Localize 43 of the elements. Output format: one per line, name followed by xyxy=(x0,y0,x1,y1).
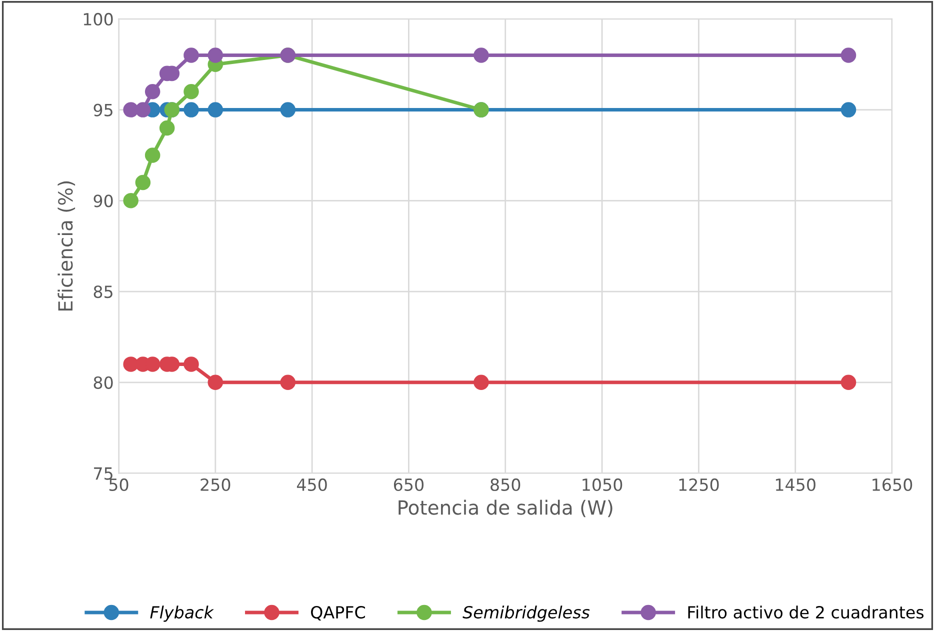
point xyxy=(123,193,138,208)
legend-label: Flyback xyxy=(150,606,214,622)
point xyxy=(208,374,224,390)
x-tick-label: 850 xyxy=(490,478,520,492)
legend-label: Filtro activo de 2 cuadrantes xyxy=(688,606,924,619)
x-tick-label: 1650 xyxy=(872,478,912,492)
y-tick-label: 75 xyxy=(94,467,112,480)
point xyxy=(280,102,296,118)
point xyxy=(280,374,296,390)
point xyxy=(208,102,224,118)
y-tick-label: 80 xyxy=(94,376,113,389)
x-tick-label: 250 xyxy=(200,478,230,492)
point xyxy=(840,102,856,118)
point xyxy=(840,48,856,63)
point xyxy=(135,102,151,118)
point xyxy=(135,174,151,190)
legend-label: QAPFC xyxy=(311,606,365,620)
x-tick-label: 1450 xyxy=(776,478,816,492)
y-axis-title: Eficiencia (%) xyxy=(58,181,76,311)
x-tick-label: 1050 xyxy=(582,478,622,492)
point xyxy=(184,48,199,63)
point xyxy=(144,84,160,100)
x-axis-title: Potencia de salida (W) xyxy=(398,500,612,518)
y-tick-label: 85 xyxy=(94,285,112,298)
legend-label: Semibridgeless xyxy=(462,606,590,622)
x-tick-label: 1250 xyxy=(679,478,719,492)
x-tick-label: 50 xyxy=(109,478,128,492)
point xyxy=(184,84,199,100)
point xyxy=(840,374,856,390)
y-tick-label: 90 xyxy=(94,194,113,208)
y-tick-label: 95 xyxy=(94,104,112,116)
y-tick-label: 100 xyxy=(84,12,113,26)
x-tick-label: 650 xyxy=(394,478,424,492)
point xyxy=(184,356,199,372)
point xyxy=(208,48,224,63)
point xyxy=(123,356,138,372)
point xyxy=(184,102,199,118)
point xyxy=(474,48,489,63)
point xyxy=(159,120,175,136)
point xyxy=(144,148,160,163)
point xyxy=(474,374,489,390)
point xyxy=(123,102,138,118)
x-tick-label: 450 xyxy=(296,478,327,492)
